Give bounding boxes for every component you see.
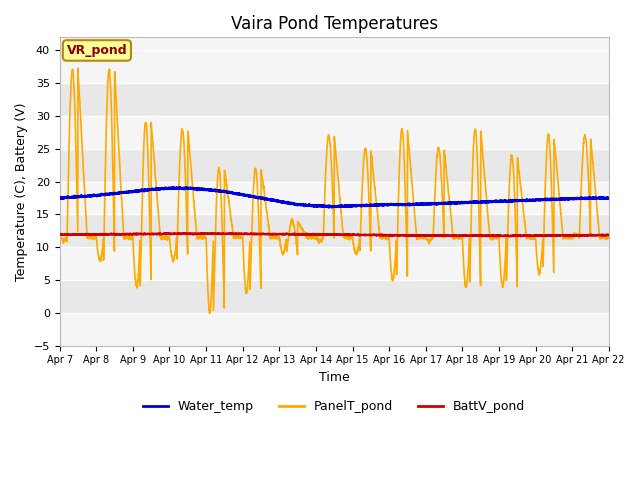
Bar xyxy=(60,313,609,346)
Bar xyxy=(60,83,609,116)
Bar xyxy=(60,215,609,247)
Bar xyxy=(60,247,609,280)
Bar xyxy=(60,181,609,215)
Bar xyxy=(60,280,609,313)
Bar xyxy=(60,149,609,181)
Y-axis label: Temperature (C), Battery (V): Temperature (C), Battery (V) xyxy=(15,102,28,281)
X-axis label: Time: Time xyxy=(319,371,349,384)
Bar xyxy=(60,50,609,83)
Bar xyxy=(60,116,609,149)
Title: Vaira Pond Temperatures: Vaira Pond Temperatures xyxy=(230,15,438,33)
Text: VR_pond: VR_pond xyxy=(67,44,127,57)
Legend: Water_temp, PanelT_pond, BattV_pond: Water_temp, PanelT_pond, BattV_pond xyxy=(138,395,531,418)
